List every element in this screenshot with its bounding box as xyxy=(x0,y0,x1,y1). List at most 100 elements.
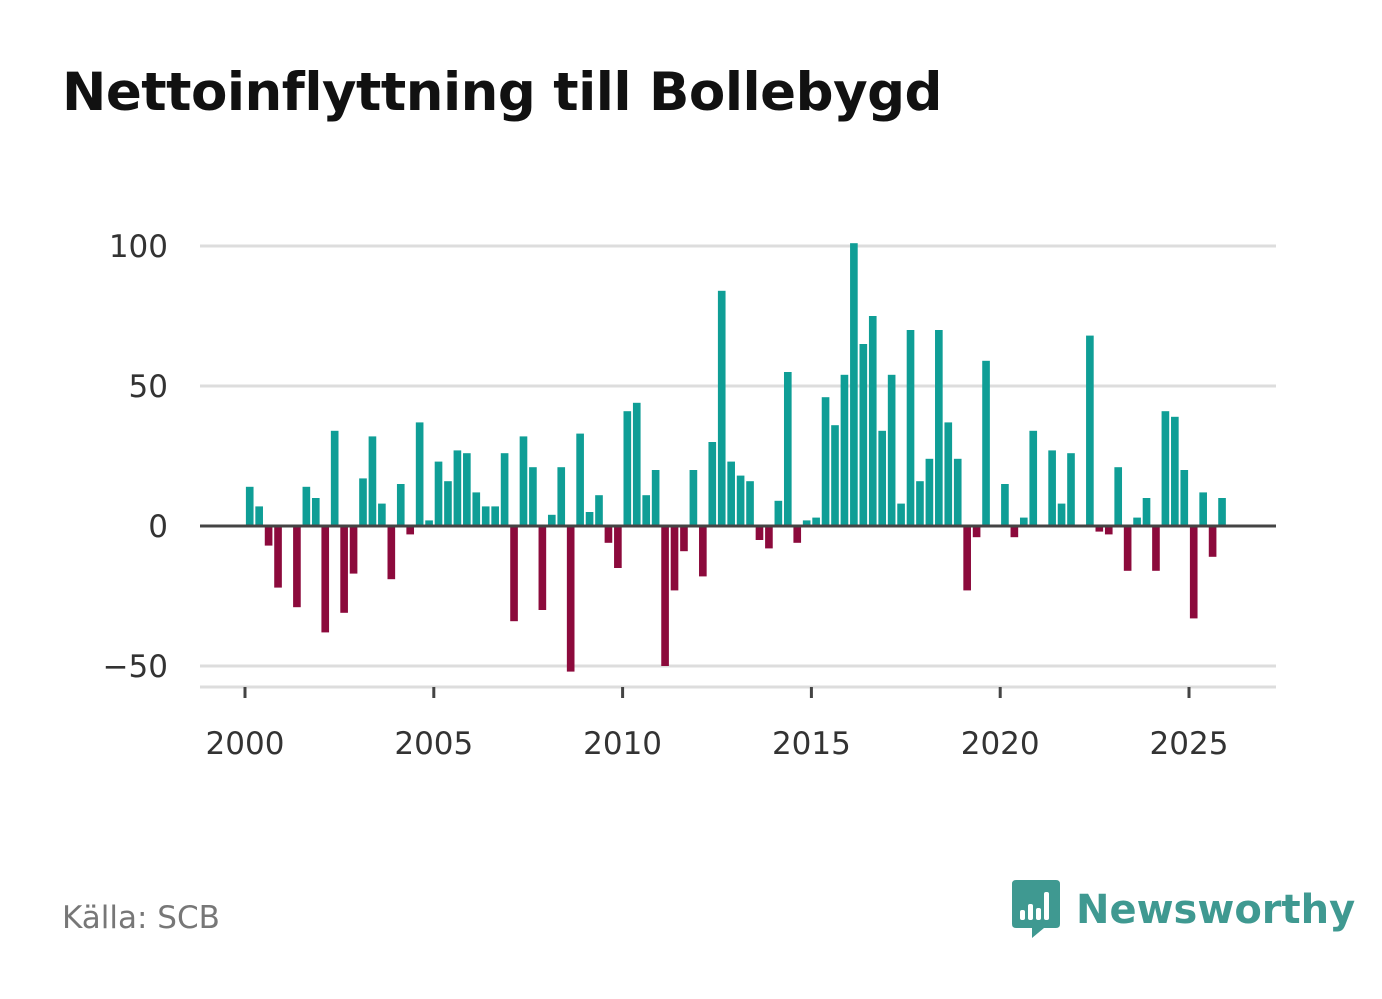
y-tick-label: 50 xyxy=(129,369,168,405)
bar xyxy=(670,526,679,591)
bar xyxy=(925,458,934,526)
bar xyxy=(472,492,481,526)
bar xyxy=(434,461,443,526)
bar xyxy=(444,481,452,526)
bar xyxy=(774,500,783,526)
y-tick-label: −50 xyxy=(103,649,168,685)
bar xyxy=(1067,453,1075,526)
bar xyxy=(245,486,254,526)
bar xyxy=(963,526,971,591)
x-tick-label: 2000 xyxy=(206,726,285,762)
bar xyxy=(916,481,924,526)
bar xyxy=(463,453,471,526)
bar xyxy=(972,526,981,538)
bar xyxy=(1161,411,1170,526)
bar xyxy=(406,526,415,535)
bar xyxy=(944,422,953,526)
bar xyxy=(1029,430,1038,526)
bar xyxy=(859,344,868,526)
bar xyxy=(378,503,386,526)
bar xyxy=(264,526,273,546)
y-tick-label: 100 xyxy=(109,229,168,265)
x-tick-label: 2020 xyxy=(961,726,1040,762)
bar xyxy=(1218,498,1226,526)
bar xyxy=(274,526,282,588)
bar xyxy=(491,506,499,526)
bar xyxy=(1019,517,1028,526)
bar xyxy=(1171,416,1179,526)
bar xyxy=(755,526,764,540)
bar xyxy=(1086,335,1094,526)
bar xyxy=(349,526,358,574)
bar xyxy=(765,526,773,549)
bar xyxy=(850,243,858,526)
bar xyxy=(717,290,726,526)
bar xyxy=(614,526,622,568)
bar xyxy=(783,372,792,526)
bar xyxy=(481,506,490,526)
bar xyxy=(396,484,405,526)
bar xyxy=(1189,526,1198,619)
bars xyxy=(245,243,1226,672)
bar xyxy=(368,436,377,526)
bar xyxy=(699,526,707,577)
bar xyxy=(708,442,717,526)
chart-title: Nettoinflyttning till Bollebygd xyxy=(62,62,943,123)
bar xyxy=(311,498,320,526)
bar xyxy=(1104,526,1113,535)
bar xyxy=(500,453,509,526)
bar xyxy=(566,526,575,672)
bar xyxy=(736,475,745,526)
grid-lines xyxy=(200,244,1276,668)
bar xyxy=(840,374,849,526)
bar xyxy=(387,526,396,580)
bar xyxy=(1114,467,1123,526)
bar xyxy=(330,430,339,526)
bar xyxy=(1001,484,1009,526)
brand-name: Newsworthy xyxy=(1076,887,1356,933)
bar xyxy=(595,495,603,526)
newsworthy-logo-icon xyxy=(1012,880,1060,938)
bar xyxy=(689,470,698,526)
bar xyxy=(868,316,877,526)
x-tick-label: 2005 xyxy=(394,726,473,762)
bar xyxy=(538,526,547,610)
x-tick-label: 2025 xyxy=(1150,726,1229,762)
bar xyxy=(585,512,594,526)
bar xyxy=(651,470,660,526)
bar xyxy=(632,402,641,526)
bar xyxy=(897,503,905,526)
bar xyxy=(519,436,528,526)
brand-logo[interactable]: Newsworthy xyxy=(1010,878,1355,942)
bar xyxy=(1180,470,1189,526)
bar xyxy=(746,481,754,526)
bar xyxy=(642,495,651,526)
bar xyxy=(727,461,735,526)
bar xyxy=(321,526,330,633)
bar xyxy=(529,467,537,526)
bar xyxy=(576,433,584,526)
bar xyxy=(935,330,943,526)
bar xyxy=(953,458,962,526)
bar xyxy=(1152,526,1160,571)
bar xyxy=(293,526,301,608)
bar xyxy=(547,514,556,526)
bar xyxy=(680,526,688,552)
bar xyxy=(821,397,830,526)
bar xyxy=(812,517,820,526)
bar xyxy=(906,330,915,526)
source-note: Källa: SCB xyxy=(62,900,220,936)
y-tick-label: 0 xyxy=(148,509,168,545)
bar xyxy=(425,520,433,526)
bar xyxy=(1133,517,1141,526)
bar xyxy=(340,526,348,613)
bar xyxy=(793,526,802,543)
bar xyxy=(1010,526,1019,538)
x-tick-label: 2010 xyxy=(583,726,662,762)
bar xyxy=(604,526,613,543)
bar xyxy=(982,360,990,526)
bar xyxy=(453,450,462,526)
bar xyxy=(887,374,896,526)
bar xyxy=(1123,526,1132,571)
